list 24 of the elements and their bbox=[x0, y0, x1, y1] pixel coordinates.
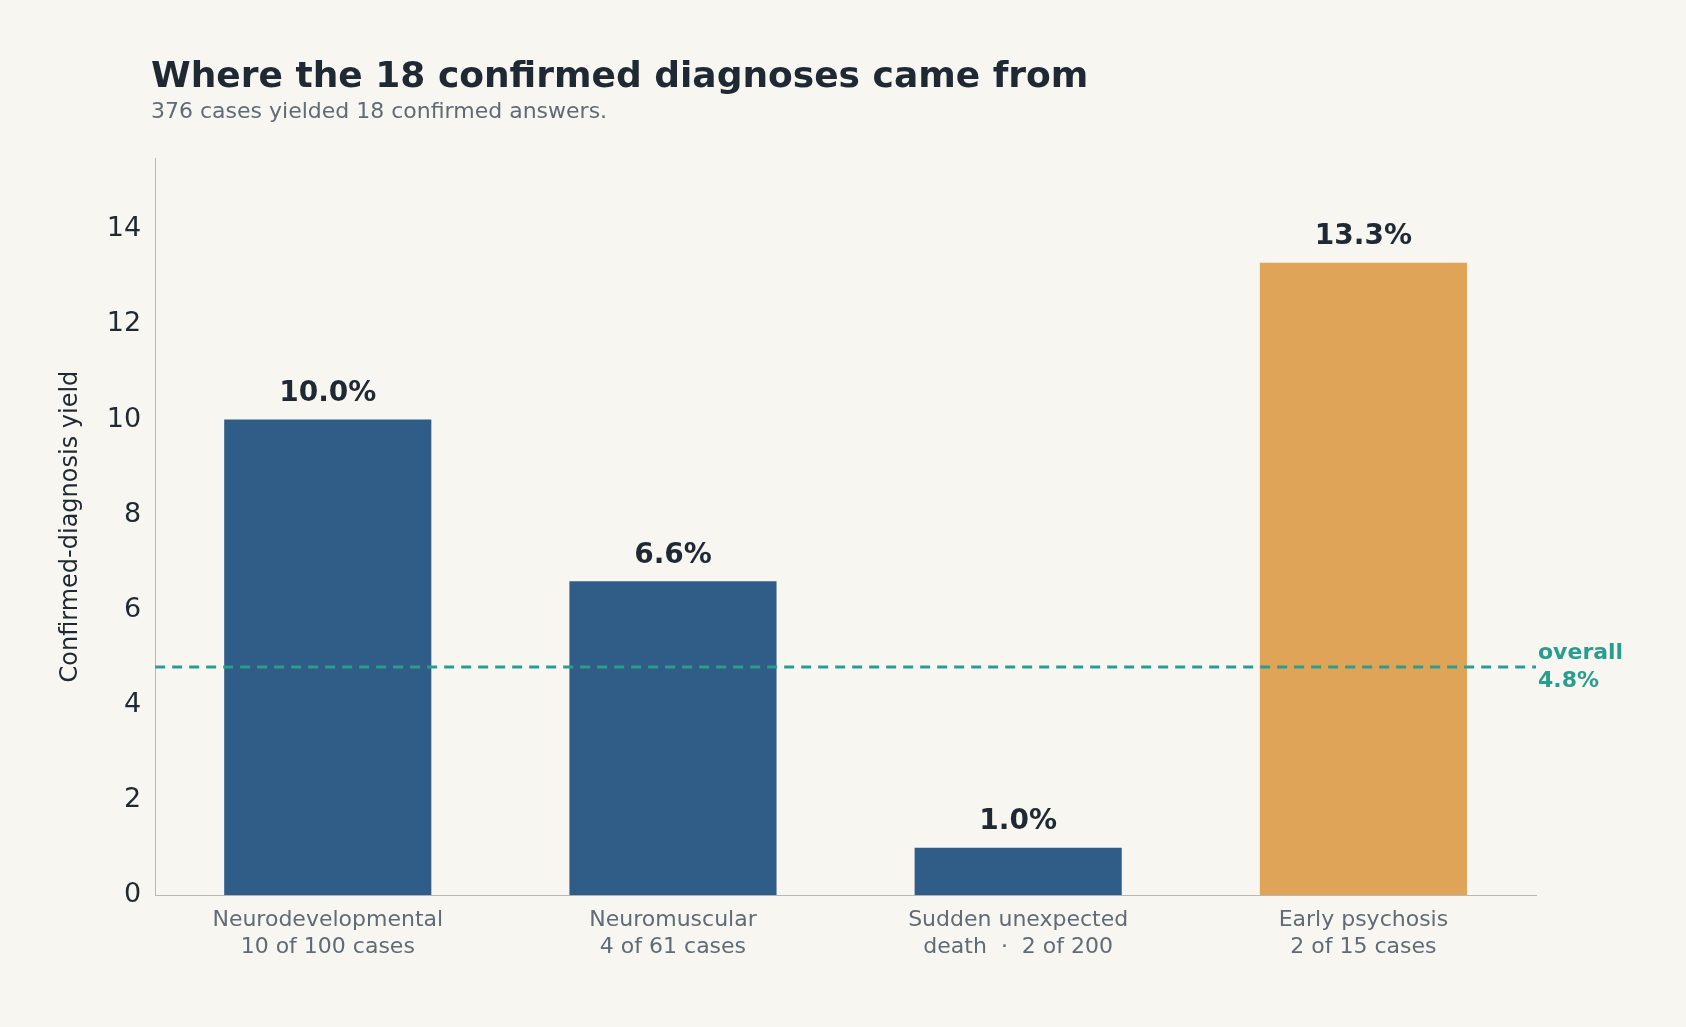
chart-title: Where the 18 confirmed diagnoses came from bbox=[151, 54, 1089, 95]
chart-subtitle: 376 cases yielded 18 confirmed answers. bbox=[151, 98, 608, 123]
bar bbox=[569, 581, 777, 896]
y-axis-title: Confirmed-diagnosis yield bbox=[54, 370, 83, 683]
bar bbox=[224, 419, 432, 896]
bar bbox=[914, 847, 1122, 896]
ref-line-label: overall 4.8% bbox=[1538, 638, 1624, 692]
bar bbox=[1259, 262, 1467, 896]
data-label: 6.6% bbox=[634, 536, 712, 570]
data-label: 1.0% bbox=[979, 802, 1058, 836]
y-tick-label: 0 bbox=[123, 877, 142, 909]
y-tick-label: 2 bbox=[123, 782, 142, 814]
data-label: 10.0% bbox=[279, 374, 377, 408]
x-tick-label: Sudden unexpected death · 2 of 200 bbox=[908, 906, 1129, 958]
x-tick-label: Early psychosis 2 of 15 cases bbox=[1278, 906, 1449, 958]
y-tick-label: 12 bbox=[106, 306, 142, 338]
y-tick-label: 14 bbox=[106, 211, 142, 243]
y-tick-label: 4 bbox=[123, 686, 142, 718]
data-label: 13.3% bbox=[1314, 217, 1412, 251]
y-tick-label: 6 bbox=[123, 591, 142, 623]
y-tick-label: 10 bbox=[106, 401, 142, 433]
x-tick-label: Neuromuscular 4 of 61 cases bbox=[589, 906, 758, 958]
y-tick-label: 8 bbox=[123, 496, 142, 528]
x-tick-label: Neurodevelopmental 10 of 100 cases bbox=[212, 906, 444, 958]
